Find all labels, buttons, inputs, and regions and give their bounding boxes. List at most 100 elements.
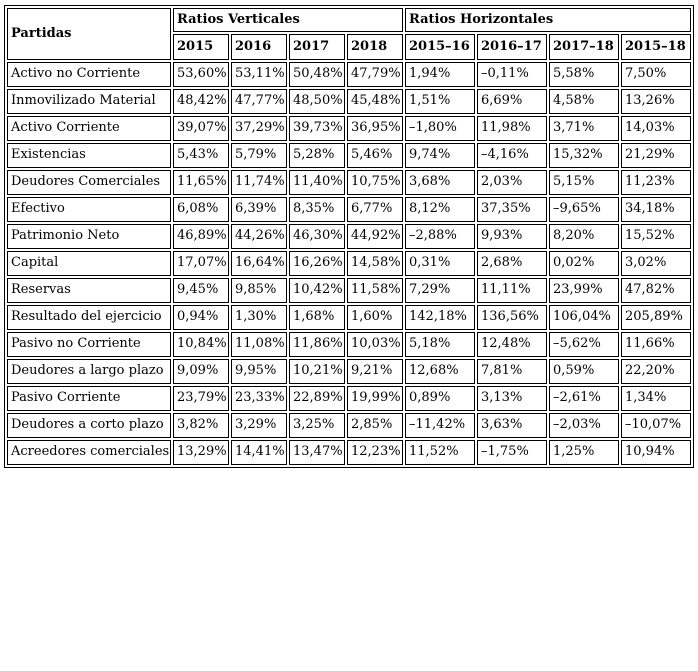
value-cell: –0,11% <box>477 62 547 87</box>
value-cell: 22,20% <box>621 359 691 384</box>
table-row: Pasivo Corriente 23,79% 23,33% 22,89% 19,99%… <box>7 386 691 411</box>
row-label: Existencias <box>7 143 171 168</box>
value-cell: –2,88% <box>405 224 475 249</box>
ratios-horizontales-header: Ratios Horizontales <box>405 8 691 32</box>
value-cell: 44,26% <box>231 224 287 249</box>
value-cell: 14,03% <box>621 116 691 141</box>
value-cell: 39,07% <box>173 116 229 141</box>
table-row: Reservas 9,45% 9,85% 10,42% 11,58% 7,29% 11,11… <box>7 278 691 303</box>
value-cell: 11,52% <box>405 440 475 465</box>
row-label: Patrimonio Neto <box>7 224 171 249</box>
value-cell: 11,74% <box>231 170 287 195</box>
value-cell: 19,99% <box>347 386 403 411</box>
value-cell: 1,68% <box>289 305 345 330</box>
value-cell: 10,94% <box>621 440 691 465</box>
value-cell: 23,79% <box>173 386 229 411</box>
row-label: Deudores Comerciales <box>7 170 171 195</box>
table-header: Partidas Ratios Verticales Ratios Horizo… <box>7 8 691 60</box>
value-cell: 39,73% <box>289 116 345 141</box>
row-label: Reservas <box>7 278 171 303</box>
row-label: Activo no Corriente <box>7 62 171 87</box>
value-cell: 48,50% <box>289 89 345 114</box>
group-header-row: Partidas Ratios Verticales Ratios Horizo… <box>7 8 691 60</box>
value-cell: 8,12% <box>405 197 475 222</box>
value-cell: 136,56% <box>477 305 547 330</box>
value-cell: 13,26% <box>621 89 691 114</box>
table-row: Deudores a largo plazo 9,09% 9,95% 10,21% 9,… <box>7 359 691 384</box>
value-cell: 3,71% <box>549 116 619 141</box>
value-cell: 5,43% <box>173 143 229 168</box>
value-cell: 37,29% <box>231 116 287 141</box>
value-cell: 7,50% <box>621 62 691 87</box>
value-cell: –11,42% <box>405 413 475 438</box>
table-row: Inmovilizado Material 48,42% 47,77% 48,50% 4… <box>7 89 691 114</box>
value-cell: 0,89% <box>405 386 475 411</box>
value-cell: –2,03% <box>549 413 619 438</box>
value-cell: 53,11% <box>231 62 287 87</box>
ratios-table-container: Partidas Ratios Verticales Ratios Horizo… <box>4 5 694 468</box>
value-cell: 4,58% <box>549 89 619 114</box>
table-row: Resultado del ejercicio 0,94% 1,30% 1,68% 1,… <box>7 305 691 330</box>
value-cell: 106,04% <box>549 305 619 330</box>
value-cell: 15,52% <box>621 224 691 249</box>
ratios-verticales-header: Ratios Verticales <box>173 8 403 32</box>
value-cell: 3,63% <box>477 413 547 438</box>
value-cell: 5,79% <box>231 143 287 168</box>
value-cell: 142,18% <box>405 305 475 330</box>
value-cell: 1,94% <box>405 62 475 87</box>
value-cell: 1,34% <box>621 386 691 411</box>
value-cell: 37,35% <box>477 197 547 222</box>
row-label: Acreedores comerciales <box>7 440 171 465</box>
value-cell: 34,18% <box>621 197 691 222</box>
value-cell: 10,21% <box>289 359 345 384</box>
value-cell: –10,07% <box>621 413 691 438</box>
value-cell: 5,46% <box>347 143 403 168</box>
column-header-2018: 2018 <box>347 34 403 60</box>
table-row: Deudores Comerciales 11,65% 11,74% 11,40% 10… <box>7 170 691 195</box>
row-label: Pasivo Corriente <box>7 386 171 411</box>
value-cell: 0,59% <box>549 359 619 384</box>
row-label: Capital <box>7 251 171 276</box>
value-cell: 2,68% <box>477 251 547 276</box>
value-cell: 11,40% <box>289 170 345 195</box>
value-cell: 7,29% <box>405 278 475 303</box>
value-cell: 6,69% <box>477 89 547 114</box>
value-cell: 15,32% <box>549 143 619 168</box>
value-cell: 10,75% <box>347 170 403 195</box>
value-cell: 47,77% <box>231 89 287 114</box>
value-cell: 3,25% <box>289 413 345 438</box>
column-header-2017: 2017 <box>289 34 345 60</box>
value-cell: –1,75% <box>477 440 547 465</box>
value-cell: 45,48% <box>347 89 403 114</box>
value-cell: 17,07% <box>173 251 229 276</box>
table-row: Capital 17,07% 16,64% 16,26% 14,58% 0,31% 2,68… <box>7 251 691 276</box>
column-header-2015: 2015 <box>173 34 229 60</box>
value-cell: 8,20% <box>549 224 619 249</box>
value-cell: 3,02% <box>621 251 691 276</box>
value-cell: 10,03% <box>347 332 403 357</box>
value-cell: 14,58% <box>347 251 403 276</box>
row-label: Deudores a corto plazo <box>7 413 171 438</box>
value-cell: 205,89% <box>621 305 691 330</box>
value-cell: 3,68% <box>405 170 475 195</box>
column-header-2015-18: 2015–18 <box>621 34 691 60</box>
column-header-2016: 2016 <box>231 34 287 60</box>
value-cell: 1,30% <box>231 305 287 330</box>
value-cell: 53,60% <box>173 62 229 87</box>
value-cell: 6,39% <box>231 197 287 222</box>
value-cell: 11,11% <box>477 278 547 303</box>
value-cell: 47,79% <box>347 62 403 87</box>
table-row: Existencias 5,43% 5,79% 5,28% 5,46% 9,74% –4,1… <box>7 143 691 168</box>
value-cell: 5,58% <box>549 62 619 87</box>
value-cell: 13,47% <box>289 440 345 465</box>
value-cell: 1,25% <box>549 440 619 465</box>
row-label: Resultado del ejercicio <box>7 305 171 330</box>
value-cell: 47,82% <box>621 278 691 303</box>
value-cell: 12,23% <box>347 440 403 465</box>
value-cell: 46,30% <box>289 224 345 249</box>
value-cell: 12,68% <box>405 359 475 384</box>
value-cell: 11,58% <box>347 278 403 303</box>
value-cell: 2,85% <box>347 413 403 438</box>
value-cell: 6,77% <box>347 197 403 222</box>
value-cell: 21,29% <box>621 143 691 168</box>
